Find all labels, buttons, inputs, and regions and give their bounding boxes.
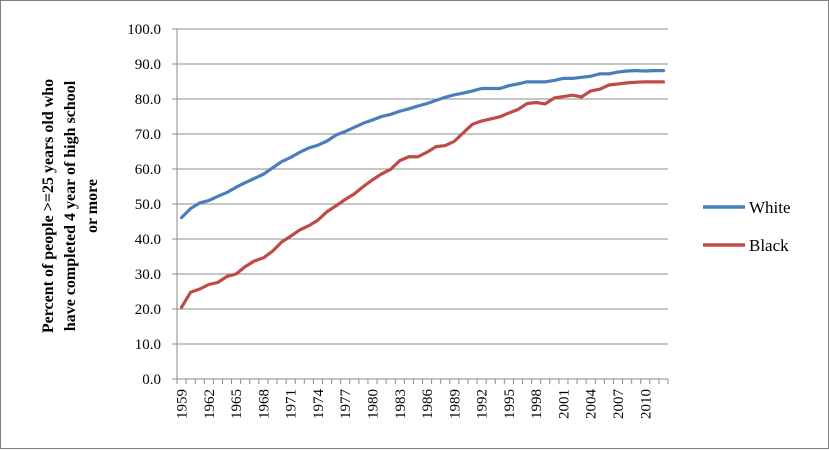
- y-axis-label: Percent of people >=25 years old who have…: [40, 79, 101, 333]
- x-tick-label: 2001: [556, 389, 572, 419]
- y-tick-label: 30.0: [135, 267, 161, 283]
- y-tick-label: 50.0: [135, 197, 161, 213]
- x-tick-label: 1995: [502, 389, 518, 419]
- legend: White Black: [703, 198, 791, 255]
- x-tick-label: 2004: [584, 389, 600, 420]
- x-tick-label: 1983: [393, 389, 409, 419]
- axes: [172, 28, 669, 384]
- x-tick-label: 1959: [175, 389, 191, 419]
- x-tick-label: 1974: [311, 389, 327, 420]
- x-tick-label: 1968: [256, 389, 272, 419]
- x-tick-label: 2010: [638, 389, 654, 419]
- x-tick-label: 1992: [475, 389, 491, 419]
- y-tick-label: 0.0: [142, 372, 161, 388]
- x-tick-label: 1965: [229, 389, 245, 419]
- x-tick-label: 1962: [202, 389, 218, 419]
- x-tick-label: 1971: [284, 389, 300, 419]
- x-tick-label: 1977: [338, 389, 354, 420]
- x-tick-labels: 1959 1962 1965 1968 1971 1974 1977 1980 1983 1986…: [175, 389, 655, 420]
- y-axis-label-line: Percent of people >=25 years old who: [40, 79, 57, 333]
- y-tick-label: 90.0: [135, 57, 161, 73]
- series-line-white: [179, 69, 666, 220]
- x-tick-label: 2007: [611, 389, 627, 420]
- legend-label-white: White: [749, 198, 791, 217]
- x-tick-label: 1989: [447, 389, 463, 419]
- y-tick-label: 40.0: [135, 232, 161, 248]
- y-tick-label: 20.0: [135, 302, 161, 318]
- x-tick-label: 1980: [365, 389, 381, 419]
- x-tick-label: 1998: [529, 389, 545, 419]
- y-tick-label: 10.0: [135, 337, 161, 353]
- series-lines: [179, 69, 666, 309]
- legend-label-black: Black: [749, 236, 789, 255]
- y-tick-label: 80.0: [135, 92, 161, 108]
- gridlines: [177, 28, 668, 345]
- series-line-black: [179, 80, 666, 309]
- y-tick-label: 60.0: [135, 162, 161, 178]
- y-axis-label-line: have completed 4 year of high school: [62, 80, 79, 331]
- y-axis-label-line: or more: [84, 179, 101, 233]
- x-tick-label: 1986: [420, 389, 436, 420]
- y-tick-label: 100.0: [127, 22, 161, 38]
- y-tick-labels: 0.0 10.0 20.0 30.0 40.0 50.0 60.0 70.0 80.0 90.0 1…: [127, 22, 161, 388]
- y-tick-label: 70.0: [135, 127, 161, 143]
